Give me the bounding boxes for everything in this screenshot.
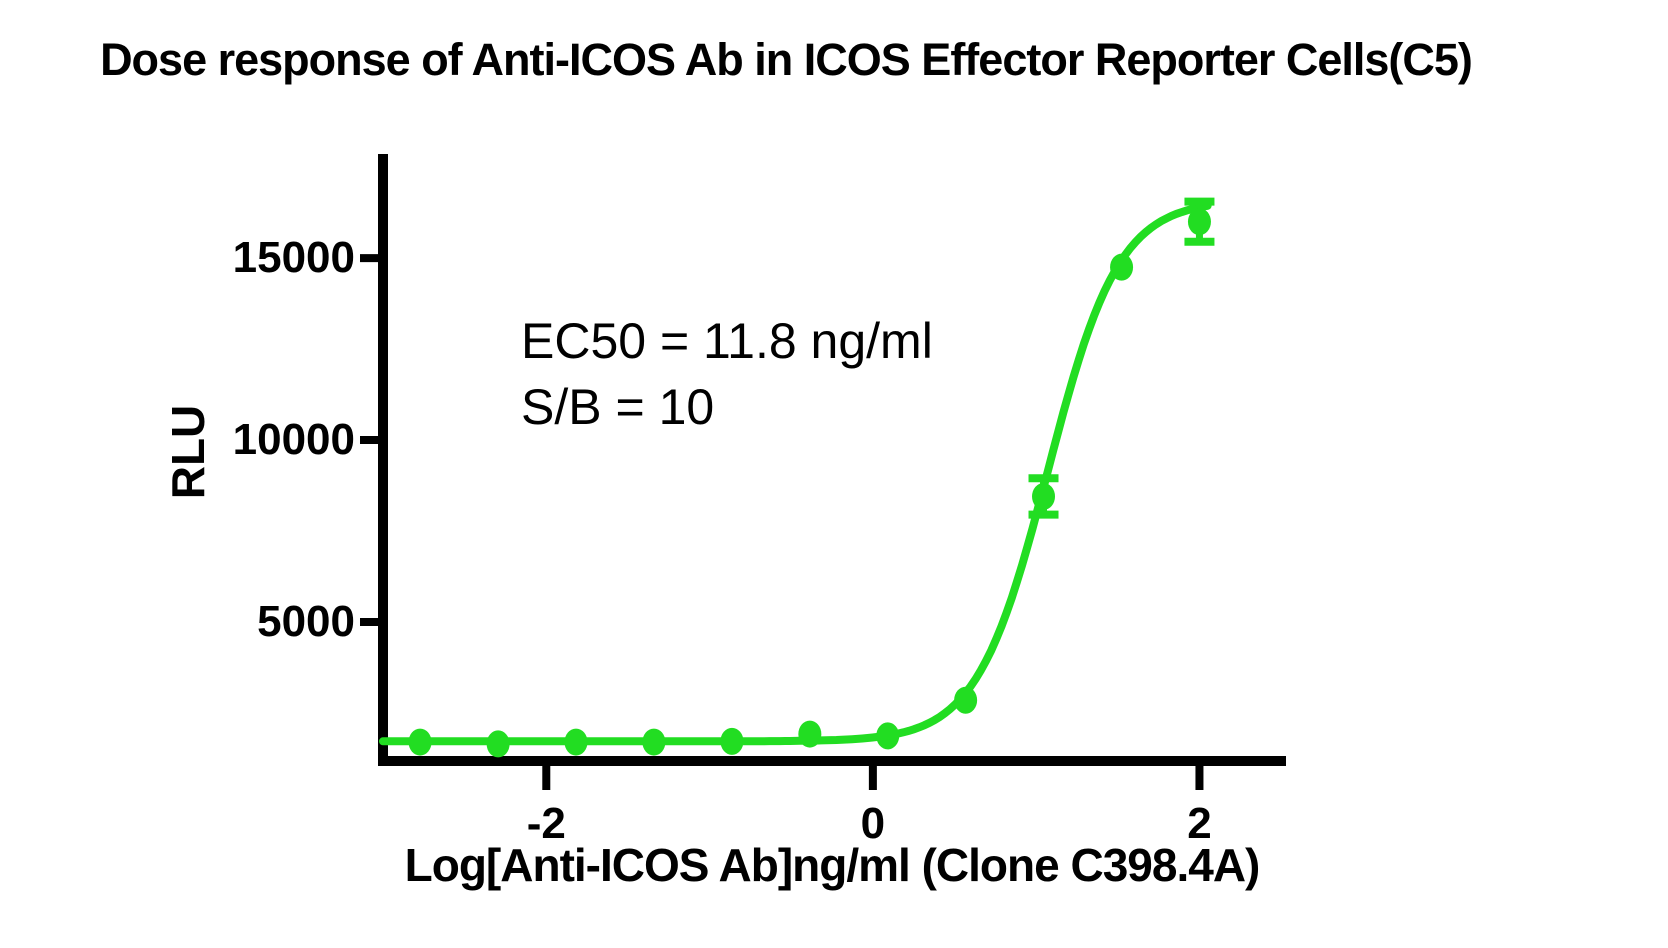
data-point [1187,208,1211,236]
y-tick-label: 10000 [232,415,355,465]
fit-curve [379,201,1212,746]
annotation-ec50: EC50 = 11.8 ng/ml [521,313,933,369]
y-tick-label: 5000 [257,596,355,646]
data-point [876,722,900,750]
data-point [1110,253,1134,281]
x-axis-title: Log[Anti-ICOS Ab]ng/ml (Clone C398.4A) [404,839,1261,891]
y-tick-label: 15000 [232,233,355,283]
annotation-sb: S/B = 10 [521,379,715,435]
x-tick-label: 0 [860,799,886,848]
data-point [642,728,666,756]
data-point [408,728,432,756]
chart-title: Dose response of Anti-ICOS Ab in ICOS Ef… [100,34,1473,85]
data-point [798,720,822,748]
data-point [564,728,588,756]
x-tick-label: 2 [1187,799,1212,848]
data-point [486,730,510,758]
data-point [720,727,744,755]
x-tick-label: -2 [526,799,566,848]
annotation-block: EC50 = 11.8 ng/ml S/B = 10 [521,308,933,440]
data-point [954,686,978,714]
data-point [1032,482,1056,510]
